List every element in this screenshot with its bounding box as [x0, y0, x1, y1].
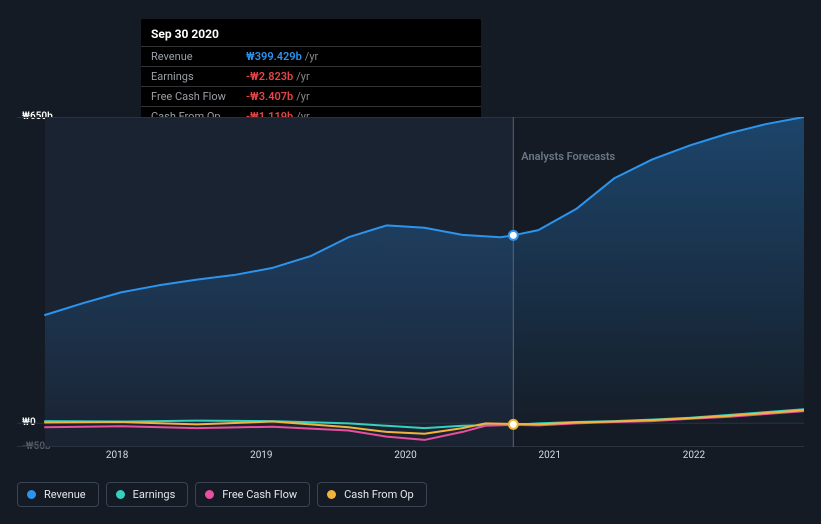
tooltip-metric-label: Revenue: [151, 50, 246, 63]
legend-item[interactable]: Cash From Op: [317, 482, 427, 507]
tooltip-metric-label: Earnings: [151, 70, 246, 83]
chart-tooltip: Sep 30 2020 Revenue₩399.429b/yrEarnings-…: [141, 19, 481, 130]
tooltip-metric-unit: /yr: [296, 70, 309, 83]
tooltip-metric-value: ₩399.429b: [246, 50, 302, 63]
x-axis: 2018 2019 2020 2021 2022: [17, 450, 804, 464]
legend-dot-icon: [27, 490, 36, 499]
tooltip-metric-value: -₩3.407b: [246, 90, 293, 103]
tooltip-row: Free Cash Flow-₩3.407b/yr: [141, 86, 481, 106]
x-axis-label: 2019: [250, 450, 272, 461]
legend-label: Earnings: [133, 488, 176, 501]
tooltip-date: Sep 30 2020: [141, 25, 481, 46]
tooltip-metric-unit: /yr: [305, 50, 318, 63]
legend-item[interactable]: Revenue: [17, 482, 99, 507]
earnings-chart[interactable]: [17, 117, 804, 447]
legend-label: Cash From Op: [344, 488, 414, 501]
legend-item[interactable]: Earnings: [106, 482, 189, 507]
tooltip-row: Revenue₩399.429b/yr: [141, 46, 481, 66]
legend-label: Free Cash Flow: [222, 488, 297, 501]
x-axis-label: 2018: [106, 450, 128, 461]
tooltip-metric-value: -₩2.823b: [246, 70, 293, 83]
legend-label: Revenue: [44, 488, 86, 501]
tooltip-row: Earnings-₩2.823b/yr: [141, 66, 481, 86]
tooltip-metric-unit: /yr: [296, 90, 309, 103]
legend-item[interactable]: Free Cash Flow: [195, 482, 310, 507]
legend-dot-icon: [116, 490, 125, 499]
x-axis-label: 2022: [683, 450, 705, 461]
legend-dot-icon: [327, 490, 336, 499]
legend: Revenue Earnings Free Cash Flow Cash From O…: [17, 482, 427, 507]
x-axis-label: 2020: [394, 450, 416, 461]
x-axis-label: 2021: [538, 450, 560, 461]
tooltip-metric-label: Free Cash Flow: [151, 90, 246, 103]
legend-dot-icon: [205, 490, 214, 499]
